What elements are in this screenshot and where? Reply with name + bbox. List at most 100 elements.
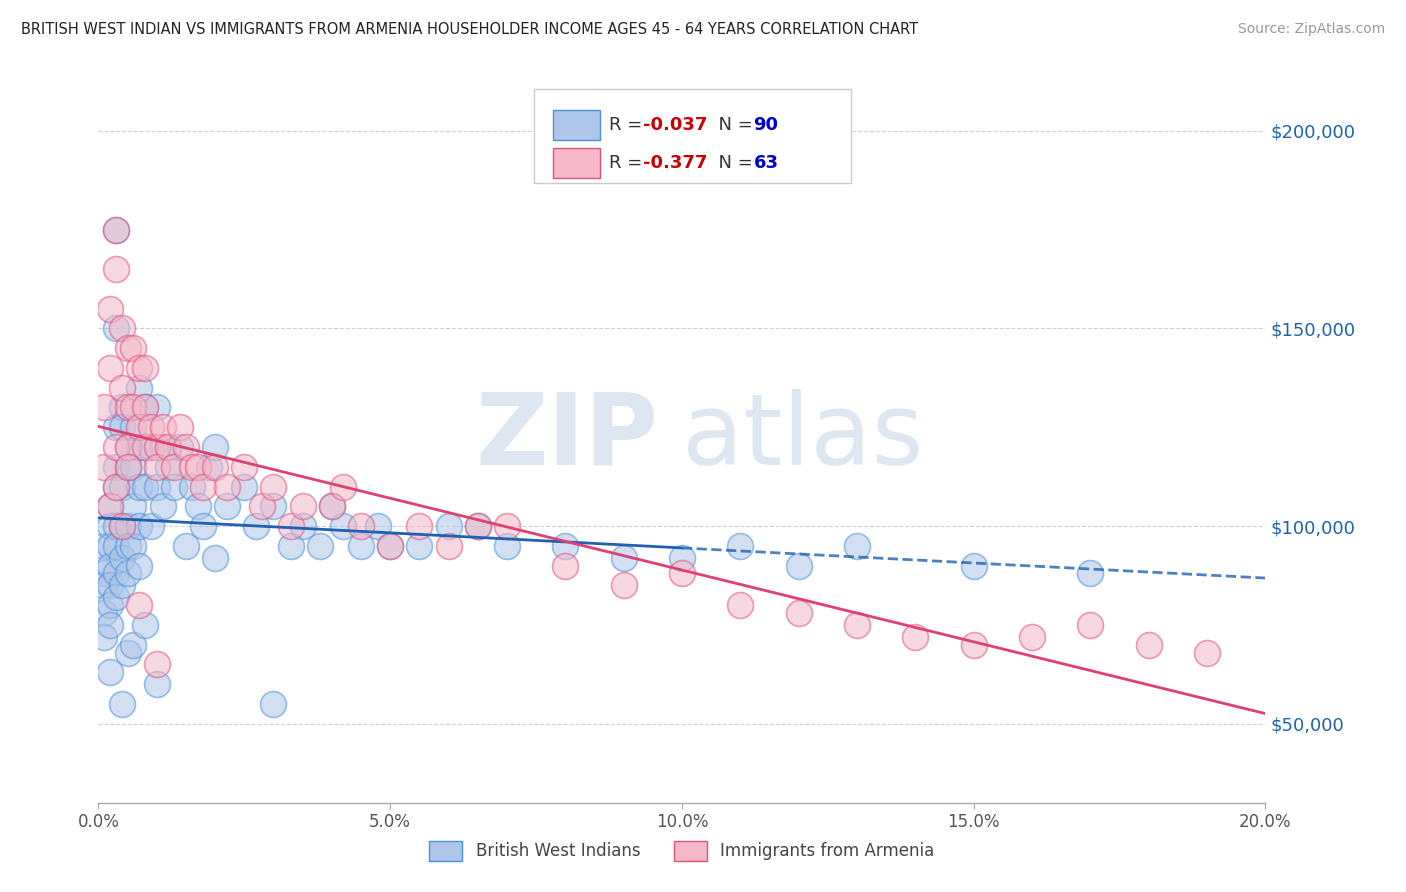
Point: [280, 539, 302, 553]
Point: [367, 519, 389, 533]
Point: [193, 519, 215, 533]
Text: N =: N =: [707, 116, 759, 134]
Point: [163, 459, 186, 474]
Point: [104, 459, 127, 474]
Point: [134, 479, 156, 493]
Point: [233, 479, 256, 493]
Point: [467, 519, 489, 533]
Point: [98, 539, 121, 553]
Text: R =: R =: [609, 154, 648, 172]
Point: [146, 479, 169, 493]
Point: [104, 222, 127, 236]
Point: [117, 646, 139, 660]
Point: [262, 697, 284, 711]
Point: [146, 657, 169, 672]
Point: [174, 539, 197, 553]
Text: -0.037: -0.037: [643, 116, 707, 134]
Point: [111, 321, 134, 335]
Point: [93, 459, 115, 474]
Point: [134, 360, 156, 375]
Point: [98, 519, 121, 533]
Point: [904, 630, 927, 644]
Point: [117, 440, 139, 454]
Point: [93, 566, 115, 581]
Point: [233, 459, 256, 474]
Point: [146, 677, 169, 691]
Point: [98, 618, 121, 632]
Point: [134, 618, 156, 632]
Point: [332, 479, 354, 493]
Point: [128, 479, 150, 493]
Point: [104, 479, 127, 493]
Point: [1195, 646, 1218, 660]
Point: [128, 360, 150, 375]
Point: [496, 539, 519, 553]
Point: [93, 401, 115, 415]
Point: [198, 459, 221, 474]
Point: [157, 459, 180, 474]
Point: [215, 479, 238, 493]
Point: [169, 420, 191, 434]
Point: [250, 500, 273, 514]
Point: [152, 440, 174, 454]
Point: [117, 566, 139, 581]
Point: [174, 440, 197, 454]
Point: [104, 479, 127, 493]
Point: [350, 539, 373, 553]
Point: [111, 519, 134, 533]
Point: [98, 360, 121, 375]
Point: [117, 539, 139, 553]
Point: [1021, 630, 1043, 644]
Point: [1137, 638, 1160, 652]
Point: [730, 539, 752, 553]
Text: BRITISH WEST INDIAN VS IMMIGRANTS FROM ARMENIA HOUSEHOLDER INCOME AGES 45 - 64 Y: BRITISH WEST INDIAN VS IMMIGRANTS FROM A…: [21, 22, 918, 37]
Text: R =: R =: [609, 116, 648, 134]
Point: [111, 578, 134, 592]
Point: [291, 519, 314, 533]
Point: [104, 519, 127, 533]
Point: [846, 539, 869, 553]
Point: [169, 440, 191, 454]
Point: [128, 558, 150, 573]
Point: [408, 539, 430, 553]
Point: [262, 500, 284, 514]
Point: [128, 381, 150, 395]
Point: [380, 539, 402, 553]
Point: [117, 440, 139, 454]
Text: 90: 90: [754, 116, 779, 134]
Point: [122, 341, 145, 355]
Point: [163, 479, 186, 493]
Point: [193, 479, 215, 493]
Point: [180, 479, 202, 493]
Point: [98, 301, 121, 316]
Point: [787, 606, 810, 620]
Point: [117, 459, 139, 474]
Point: [122, 539, 145, 553]
Point: [104, 566, 127, 581]
Point: [204, 440, 226, 454]
Point: [380, 539, 402, 553]
Point: [122, 459, 145, 474]
Point: [152, 420, 174, 434]
Point: [787, 558, 810, 573]
Point: [437, 519, 460, 533]
Point: [730, 598, 752, 612]
Point: [104, 420, 127, 434]
Point: [321, 500, 343, 514]
Point: [93, 630, 115, 644]
Point: [1080, 618, 1102, 632]
Point: [139, 440, 162, 454]
Point: [122, 500, 145, 514]
Point: [117, 459, 139, 474]
Point: [554, 558, 576, 573]
Point: [180, 459, 202, 474]
Point: [146, 401, 169, 415]
Text: -0.377: -0.377: [643, 154, 707, 172]
Point: [152, 500, 174, 514]
Point: [280, 519, 302, 533]
Point: [98, 578, 121, 592]
Point: [1080, 566, 1102, 581]
Point: [554, 539, 576, 553]
Point: [321, 500, 343, 514]
Point: [262, 479, 284, 493]
